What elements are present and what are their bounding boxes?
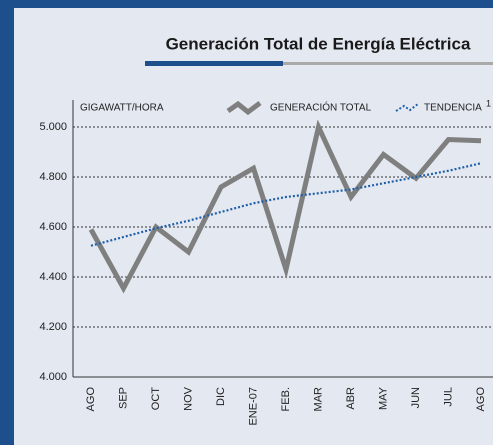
footnote-marker: 1 (486, 98, 491, 108)
x-tick-label: SEP (117, 387, 129, 409)
y-tick-label: 4.600 (39, 221, 67, 233)
title-rule (145, 62, 493, 65)
x-tick-label: FEB. (280, 387, 292, 411)
x-tick-label: OCT (150, 387, 162, 411)
chart-title: Generación Total de Energía Eléctrica (166, 34, 471, 53)
x-tick-label: ENE-07 (247, 387, 259, 426)
y-tick-label: 4.800 (39, 171, 67, 183)
series-line (90, 162, 482, 247)
y-tick-label: 4.200 (39, 321, 67, 333)
x-tick-label: ABR (345, 387, 357, 410)
legend-icon (226, 100, 262, 116)
legend-icon (395, 103, 419, 112)
title-rule-accent (145, 61, 283, 66)
legend-label: GENERACIÓN TOTAL (270, 101, 372, 114)
x-tick-label: JUL (442, 387, 454, 407)
y-tick-label: 5.000 (39, 121, 67, 133)
x-tick-label: NOV (182, 386, 194, 411)
x-tick-label: JUN (410, 387, 422, 408)
legend-label: TENDENCIA (424, 103, 482, 114)
x-tick-label: AGO (85, 387, 97, 412)
x-tick-label: AGO (475, 387, 487, 412)
x-tick-label: MAY (377, 386, 389, 410)
y-tick-label: 4.400 (39, 271, 67, 283)
series-line (88, 119, 482, 294)
x-tick-label: MAR (312, 387, 324, 412)
y-tick-label: 4.000 (39, 371, 67, 383)
x-tick-label: DIC (215, 387, 227, 406)
y-axis-label: GIGAWATT/HORA (80, 103, 164, 114)
